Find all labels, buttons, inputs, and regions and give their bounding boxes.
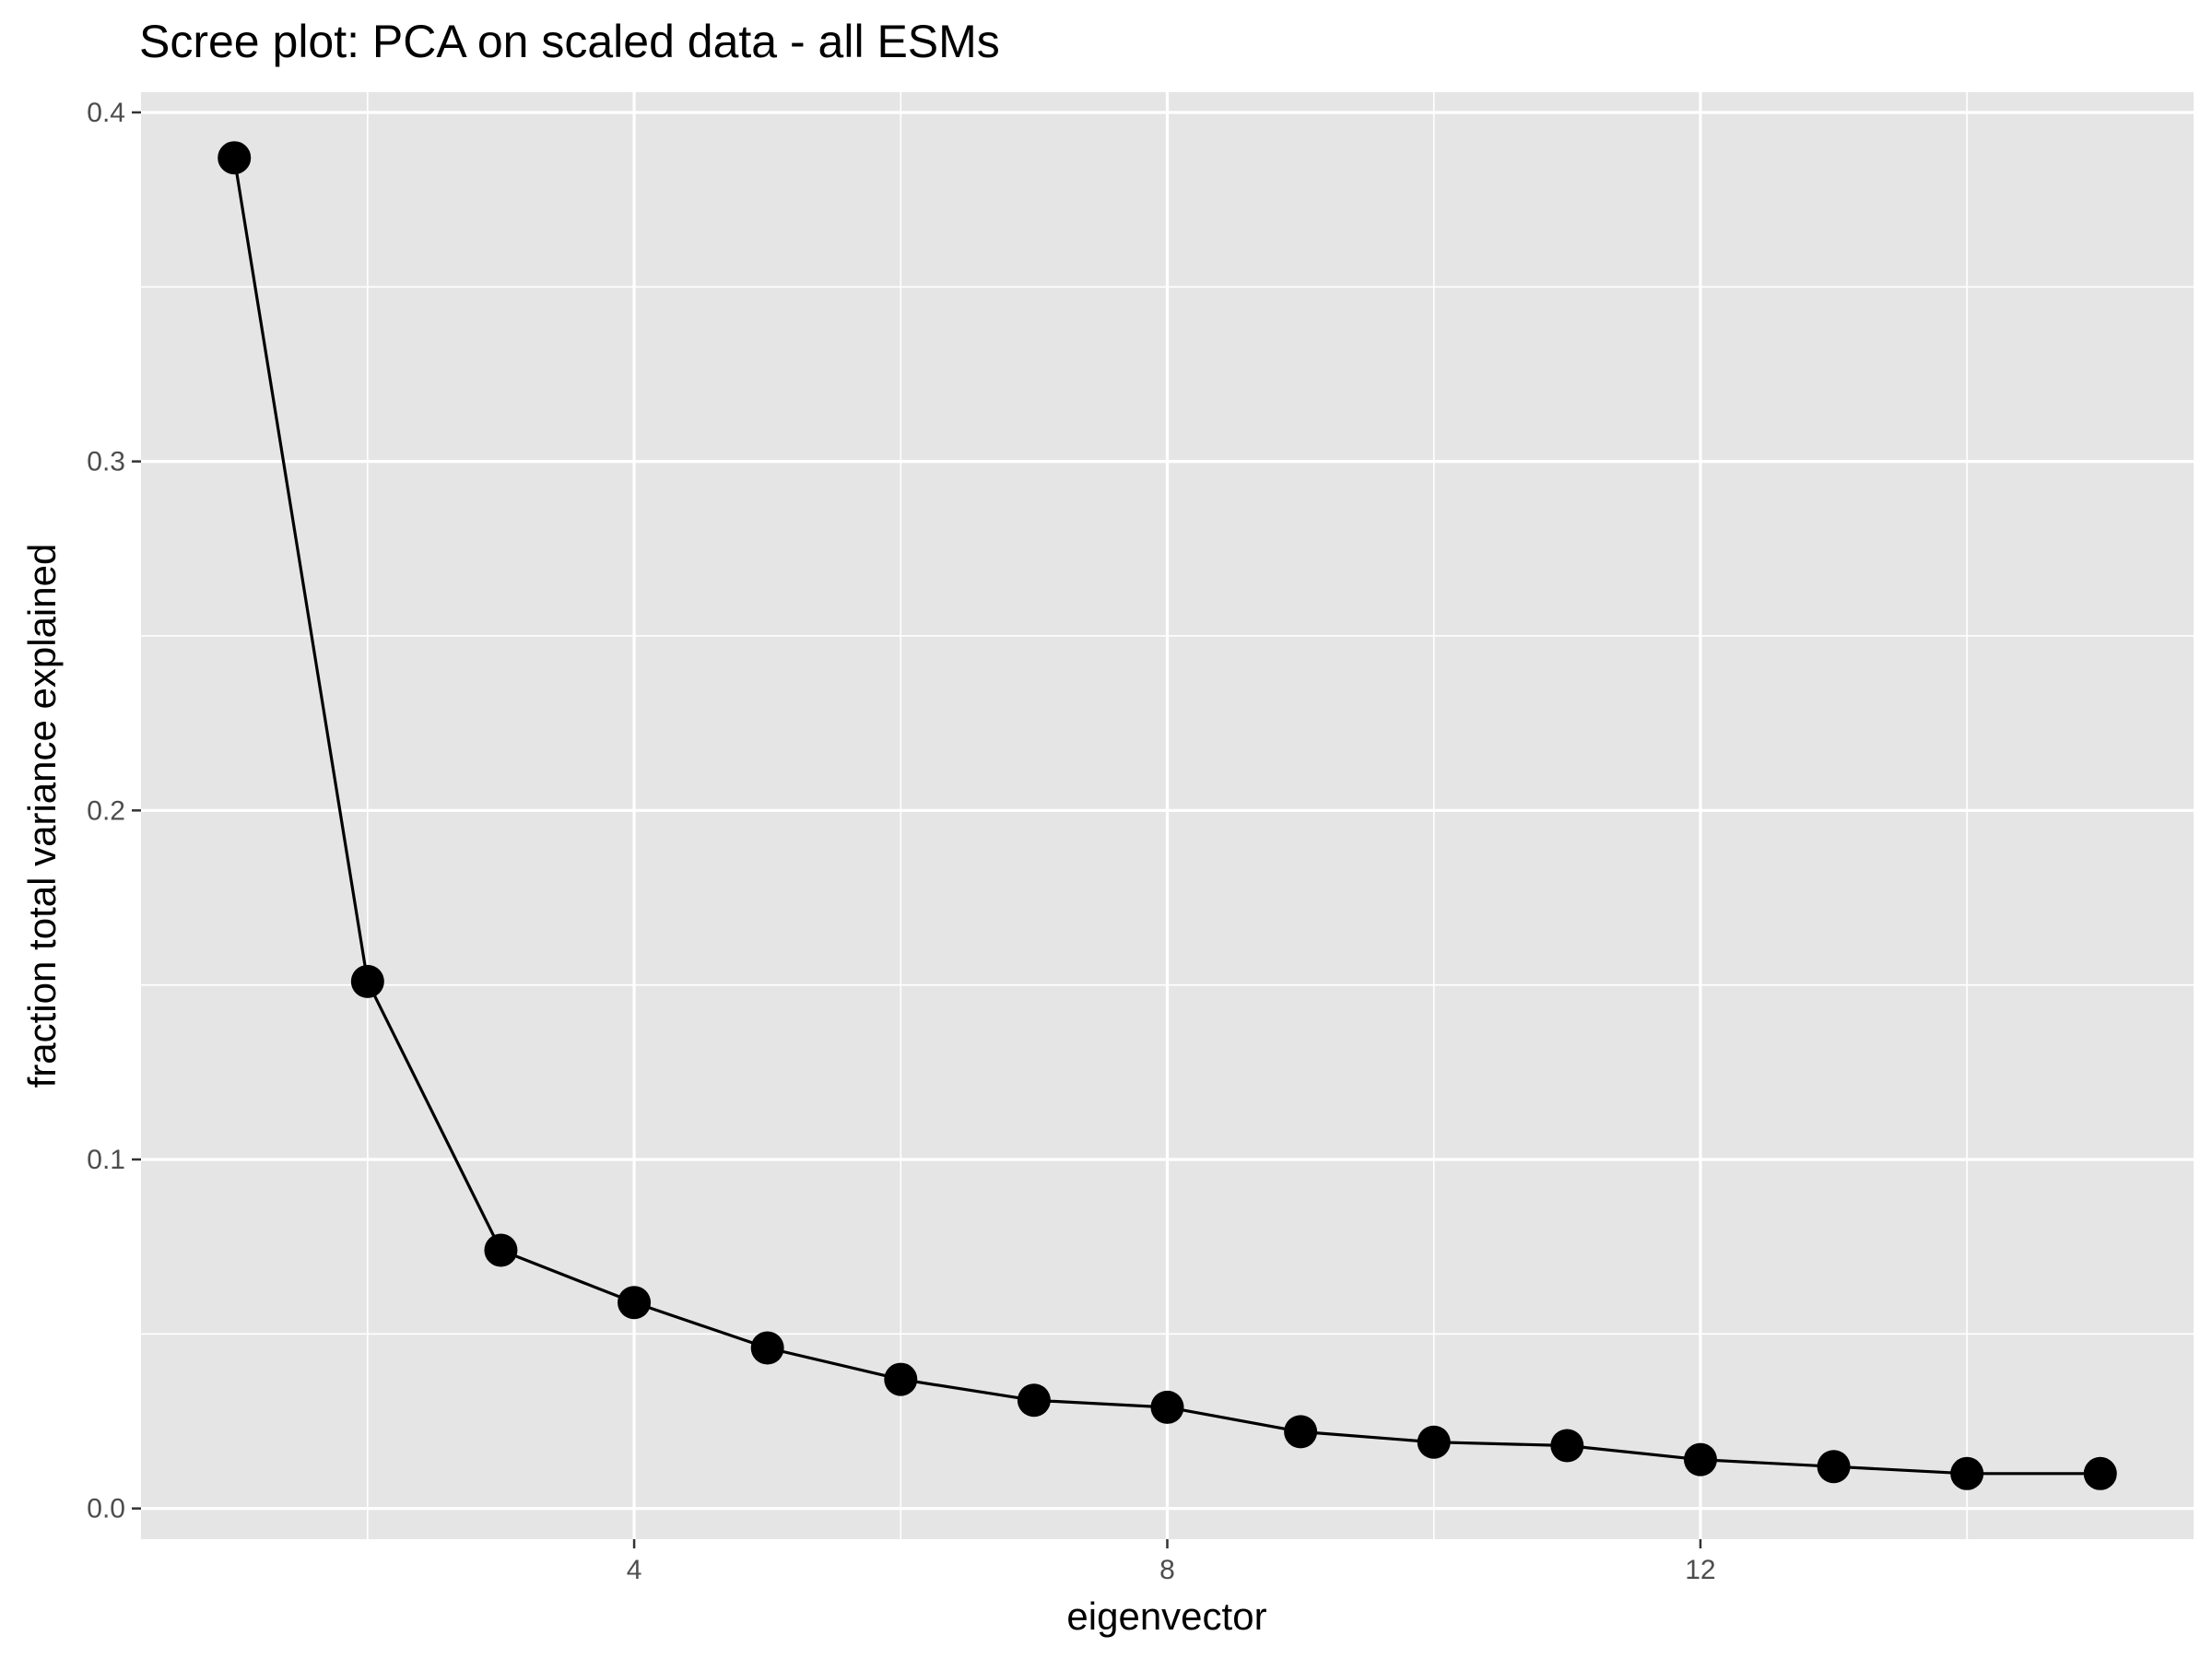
data-point bbox=[750, 1331, 784, 1365]
data-point bbox=[1683, 1442, 1717, 1477]
y-tick-label: 0.0 bbox=[87, 1494, 125, 1524]
data-point bbox=[484, 1233, 518, 1267]
y-tick-label: 0.2 bbox=[87, 795, 125, 826]
data-point bbox=[1417, 1425, 1451, 1459]
data-point bbox=[1284, 1415, 1318, 1449]
data-point bbox=[618, 1286, 652, 1320]
data-point bbox=[1150, 1390, 1184, 1424]
data-point bbox=[218, 141, 252, 175]
y-tick-label: 0.3 bbox=[87, 447, 125, 477]
y-axis-title: fraction total variance explained bbox=[20, 544, 64, 1088]
x-tick-label: 4 bbox=[627, 1555, 642, 1585]
data-point bbox=[884, 1362, 918, 1396]
data-point bbox=[1550, 1429, 1584, 1463]
data-point bbox=[1017, 1383, 1051, 1418]
chart-title: Scree plot: PCA on scaled data - all ESM… bbox=[139, 16, 1000, 67]
data-point bbox=[350, 964, 384, 998]
x-axis: 4 8 12 bbox=[627, 1539, 1716, 1585]
x-axis-title: eigenvector bbox=[1066, 1594, 1266, 1638]
y-axis: 0.0 0.1 0.2 0.3 0.4 bbox=[87, 98, 141, 1524]
data-point bbox=[1950, 1456, 1984, 1490]
data-point bbox=[2083, 1456, 2117, 1490]
y-tick-label: 0.4 bbox=[87, 98, 125, 128]
major-gridlines bbox=[141, 92, 2194, 1539]
x-tick-label: 8 bbox=[1159, 1555, 1175, 1585]
y-tick-label: 0.1 bbox=[87, 1145, 125, 1175]
data-series bbox=[218, 141, 2117, 1490]
x-tick-label: 12 bbox=[1685, 1555, 1715, 1585]
data-point bbox=[1817, 1450, 1851, 1484]
